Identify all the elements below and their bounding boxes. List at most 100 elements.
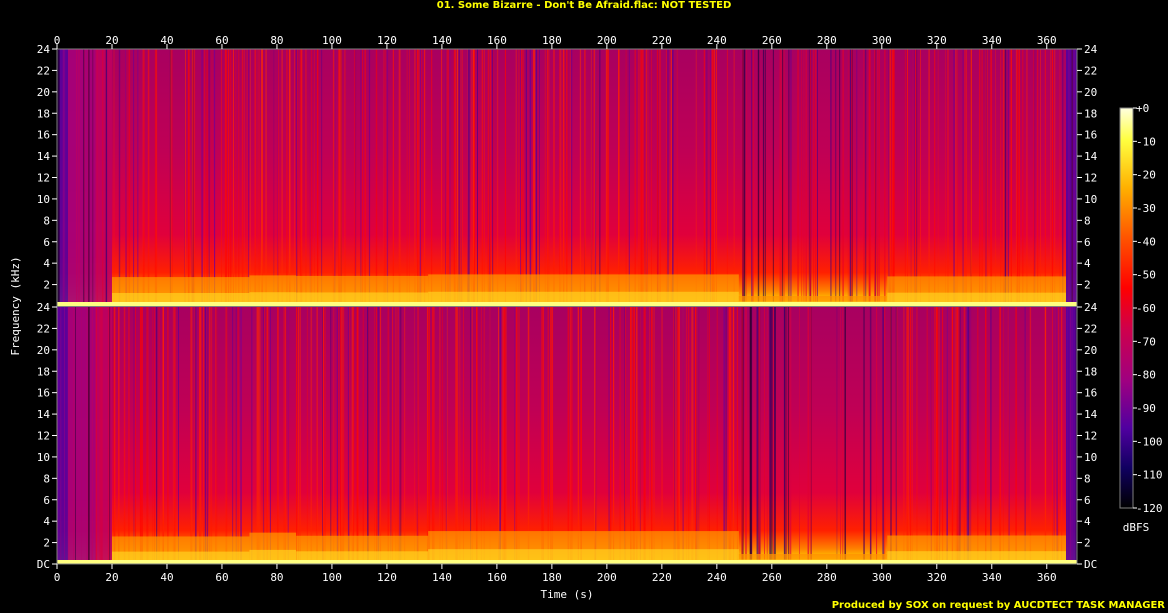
y-tick-label-left: 6 xyxy=(43,494,50,507)
y-tick-label-left: 20 xyxy=(37,344,50,357)
spectrogram-streak xyxy=(628,49,630,306)
y-tick-label-right: 12 xyxy=(1084,430,1097,443)
spectrogram-streak xyxy=(965,49,967,306)
spectrogram-streak xyxy=(297,307,300,564)
y-tick-label-left: 12 xyxy=(37,172,50,185)
spectrogram-streak xyxy=(686,307,688,564)
spectrogram-streak xyxy=(673,307,675,564)
spectrogram-streak xyxy=(348,307,350,564)
spectrogram-streak xyxy=(770,307,772,564)
spectrogram-streak xyxy=(888,49,890,306)
x-tick-label-top: 340 xyxy=(982,34,1002,47)
spectrogram-streak xyxy=(634,307,636,564)
spectrogram-streak xyxy=(844,307,846,564)
spectrogram-streak xyxy=(73,307,75,564)
spectrogram-streak xyxy=(504,49,506,306)
colorbar-tick-label: -60 xyxy=(1136,302,1156,315)
spectrogram-streak xyxy=(659,49,660,306)
x-tick-label-bottom: 40 xyxy=(160,571,173,584)
footer-credit: Produced by SOX on request by AUCDTECT T… xyxy=(831,600,1165,611)
spectrogram-streak xyxy=(194,307,196,564)
spectrogram-streak xyxy=(947,49,949,306)
spectrogram-streak xyxy=(322,307,324,564)
spectrogram-streak xyxy=(431,49,433,306)
spectrogram-streak xyxy=(529,49,532,306)
spectrogram-streak xyxy=(146,307,148,564)
spectrogram-streak xyxy=(849,49,851,306)
y-tick-label-right: 10 xyxy=(1084,451,1097,464)
spectrogram-streak xyxy=(968,307,970,564)
spectrogram-streak xyxy=(214,49,216,306)
spectrogram-streak xyxy=(128,307,130,564)
spectrogram-streak xyxy=(535,49,538,306)
x-tick-label-bottom: 260 xyxy=(762,571,782,584)
spectrogram-streak xyxy=(206,49,208,306)
x-tick-label-bottom: 160 xyxy=(487,571,507,584)
spectrogram-streak xyxy=(193,49,196,306)
dc-line xyxy=(57,560,1077,564)
spectrogram-streak xyxy=(644,307,646,564)
spectrogram-streak xyxy=(228,49,230,306)
spectrogram-streak xyxy=(57,307,58,564)
spectrogram-streak xyxy=(642,49,644,306)
spectrogram-streak xyxy=(774,307,775,564)
spectrogram-streak xyxy=(515,307,517,564)
spectrogram-streak xyxy=(594,49,596,306)
spectrogram-streak xyxy=(400,307,402,564)
colorbar-gradient xyxy=(1120,108,1133,508)
spectrogram-streak xyxy=(630,307,631,564)
spectrogram-streak xyxy=(1059,49,1061,306)
spectrogram-streak xyxy=(910,307,912,564)
colorbar-tick-label: -90 xyxy=(1136,402,1156,415)
spectrogram-streak xyxy=(928,49,930,306)
spectrogram-streak xyxy=(706,49,708,306)
spectrogram-streak xyxy=(187,49,190,306)
spectrogram-streak xyxy=(432,307,434,564)
spectrogram-streak xyxy=(449,49,451,306)
spectrogram-streak xyxy=(235,307,237,564)
spectrogram-streak xyxy=(744,49,746,306)
spectrogram-streak xyxy=(208,49,210,306)
spectrogram-streak xyxy=(889,49,891,306)
spectrogram-streak xyxy=(367,307,369,564)
spectrogram-streak xyxy=(692,307,694,564)
spectrogram-streak xyxy=(209,307,211,564)
spectrogram-streak xyxy=(156,307,158,564)
spectrogram-streak xyxy=(398,307,401,564)
spectrogram-streak xyxy=(384,49,386,306)
spectrogram-streak xyxy=(652,307,653,564)
spectrogram-streak xyxy=(553,49,555,306)
x-tick-label-top: 240 xyxy=(707,34,727,47)
spectrogram-streak xyxy=(1069,307,1072,564)
spectrogram-streak xyxy=(299,49,302,306)
y-tick-label-left: 16 xyxy=(37,387,50,400)
spectrogram-streak xyxy=(656,49,659,306)
spectrogram-streak xyxy=(489,307,491,564)
spectrogram-streak xyxy=(640,49,642,306)
x-tick-label-bottom: 180 xyxy=(542,571,562,584)
spectrogram-streak xyxy=(375,49,378,306)
colorbar-tick-label: -70 xyxy=(1136,335,1156,348)
spectrogram-streak xyxy=(774,307,776,564)
spectrogram-streak xyxy=(113,307,116,564)
colorbar-tick-label: -20 xyxy=(1136,169,1156,182)
spectrogram-streak xyxy=(595,307,597,564)
spectrogram-streak xyxy=(1017,49,1018,306)
x-tick-label-top: 180 xyxy=(542,34,562,47)
spectrogram-streak xyxy=(154,307,155,564)
x-tick-label-bottom: 300 xyxy=(872,571,892,584)
spectrogram-streak xyxy=(830,49,832,306)
spectrogram-streak xyxy=(445,49,446,306)
spectrogram-streak xyxy=(1003,49,1005,306)
spectrogram-streak xyxy=(230,49,232,306)
spectrogram-streak xyxy=(783,49,785,306)
section-quiet xyxy=(57,307,68,564)
spectrogram-streak xyxy=(288,49,291,306)
spectrogram-streak xyxy=(342,307,345,564)
spectrogram-streak xyxy=(287,307,289,564)
spectrogram-streak xyxy=(856,49,858,306)
spectrogram-streak xyxy=(674,307,676,564)
spectrogram-streak xyxy=(91,307,92,564)
spectrogram-streak xyxy=(774,307,776,564)
spectrogram-streak xyxy=(757,49,760,306)
